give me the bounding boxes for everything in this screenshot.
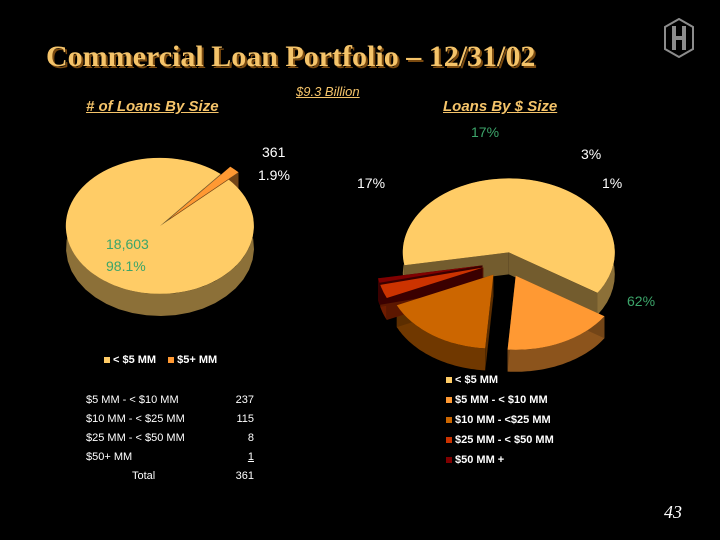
table-total-value: 361 [235,469,254,482]
legend-item: $5 MM - < $10 MM [446,390,554,410]
legend-swatch [446,397,452,403]
legend-swatch [446,417,452,423]
right-chart-title: Loans By $ Size [443,98,558,115]
table-row-label: $50+ MM [86,450,133,463]
left-pie-slice [65,157,254,294]
page-title: Commercial Loan Portfolio – 12/31/02 [46,40,536,73]
legend-item: $5+ MM [168,350,217,370]
right-pie-slice-wall [485,274,494,371]
legend-label: $5 MM - < $10 MM [455,394,548,406]
table-row-value: 237 [235,393,254,406]
breakdown-table: $5 MM - < $10 MM 237 $10 MM - < $25 MM 1… [86,390,254,485]
table-row-label: $25 MM - < $50 MM [86,431,185,444]
table-row-value: 115 [236,412,254,425]
right-pie-slice-wall [508,252,598,315]
legend-swatch [168,357,175,363]
left-legend: < $5 MM $5+ MM [104,350,229,370]
legend-item: $25 MM - < $50 MM [446,430,554,450]
table-row: $25 MM - < $50 MM 8 [86,428,254,447]
legend-label: < $5 MM [113,354,157,366]
right-legend: < $5 MM $5 MM - < $10 MM $10 MM - <$25 M… [446,370,566,470]
left-slice-label-count: 361 [262,144,286,160]
right-slice-label: 17% [357,175,386,191]
right-slice-label: 17% [471,124,500,140]
legend-item: < $5 MM [446,370,554,390]
legend-label: $10 MM - <$25 MM [455,414,551,426]
table-row-label: $10 MM - < $25 MM [86,412,185,425]
table-row-label: $5 MM - < $10 MM [86,393,179,406]
right-pie-slice-side [396,305,486,371]
left-slice-label-percent: 1.9% [258,167,290,183]
table-total-label: Total [132,469,156,482]
table-row-value: 8 [247,431,254,444]
table-total-row: Total 361 [86,466,254,485]
right-pie-slice [380,267,484,298]
right-slice-label: 62% [627,293,656,309]
left-pie-slice [169,166,239,219]
left-slice-label-percent: 98.1% [106,258,146,274]
right-slice-label: 3% [581,146,602,162]
page-number: 43 [664,502,682,522]
table-row: $5 MM - < $10 MM 237 [86,390,254,409]
legend-swatch [104,357,110,363]
left-slice-label-count: 18,603 [106,236,149,252]
right-pie-slice [507,275,605,350]
legend-item: $50 MM + [446,450,554,470]
legend-item: $10 MM - <$25 MM [446,410,554,430]
right-pie-slice-side [507,316,605,372]
portfolio-total-subtitle: $9.3 Billion [296,84,360,99]
right-pie-slice [378,265,483,283]
legend-label: $25 MM - < $50 MM [455,434,554,446]
right-pie-slice [396,274,494,349]
table-row-value: 1 [247,450,254,463]
legend-label: $50 MM + [455,454,505,466]
legend-swatch [446,377,452,383]
legend-swatch [446,457,452,463]
company-logo-icon [664,18,694,58]
legend-label: $5+ MM [177,354,218,366]
legend-label: < $5 MM [455,374,499,386]
table-row: $50+ MM 1 [86,447,254,466]
right-slice-label: 1% [602,175,623,191]
left-chart-title: # of Loans By Size [86,98,219,115]
right-pie-slice [402,178,615,293]
legend-item: < $5 MM [104,350,156,370]
table-row: $10 MM - < $25 MM 115 [86,409,254,428]
legend-swatch [446,437,452,443]
